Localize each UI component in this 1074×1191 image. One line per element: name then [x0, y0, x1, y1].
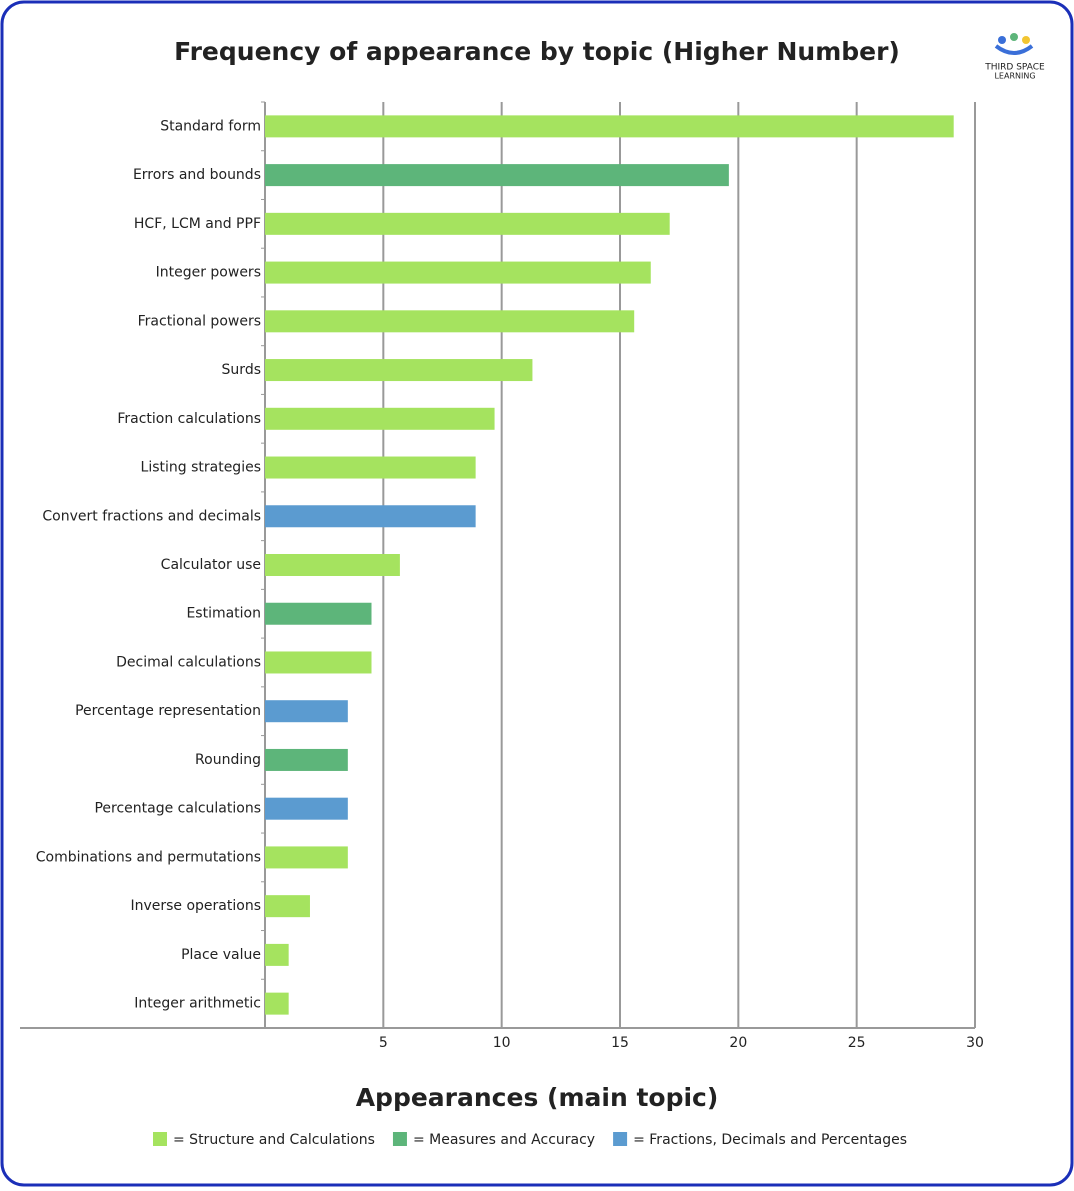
bar — [265, 261, 651, 284]
logo-text: THIRD SPACE — [984, 63, 1045, 73]
bar — [265, 943, 289, 966]
y-tick-label: Place value — [181, 947, 261, 963]
y-tick-label: Rounding — [195, 752, 261, 768]
bar — [265, 554, 400, 576]
x-tick-label: 20 — [729, 1035, 747, 1051]
y-tick-label: Listing strategies — [141, 460, 261, 476]
bar — [265, 407, 495, 430]
legend-label: = Measures and Accuracy — [413, 1132, 595, 1148]
legend-swatch — [153, 1132, 167, 1146]
bar — [265, 992, 289, 1015]
bar — [265, 456, 476, 479]
bar — [265, 700, 348, 723]
bar — [265, 846, 348, 869]
logo: THIRD SPACE LEARNING — [984, 33, 1045, 81]
bar — [265, 651, 372, 674]
y-tick-label: Inverse operations — [130, 898, 261, 914]
x-axis-title: Appearances (main topic) — [356, 1083, 719, 1112]
x-tick-label: 15 — [611, 1035, 629, 1051]
x-tick-label: 5 — [379, 1035, 388, 1051]
y-tick-label: HCF, LCM and PPF — [134, 216, 261, 232]
y-tick-label: Combinations and permutations — [36, 849, 261, 865]
legend-swatch — [613, 1132, 628, 1146]
y-tick-label: Convert fractions and decimals — [42, 508, 261, 524]
chart-title: Frequency of appearance by topic (Higher… — [174, 37, 900, 66]
bar — [265, 797, 348, 820]
y-tick-label: Surds — [222, 362, 261, 378]
bar — [265, 895, 310, 918]
bar — [265, 310, 635, 333]
legend-swatch — [392, 1132, 407, 1146]
x-tick-label: 30 — [966, 1035, 984, 1051]
y-tick-label: Fractional powers — [138, 313, 261, 329]
x-tick-label: 10 — [493, 1035, 511, 1051]
legend-label: = Fractions, Decimals and Percentages — [633, 1132, 907, 1148]
bar — [265, 602, 372, 625]
bar — [265, 212, 670, 235]
y-tick-label: Decimal calculations — [116, 654, 261, 670]
y-tick-label: Integer powers — [156, 265, 261, 281]
logo-text: LEARNING — [994, 72, 1035, 81]
y-tick-label: Standard form — [160, 118, 261, 134]
x-tick-label: 25 — [848, 1035, 866, 1051]
y-tick-label: Estimation — [186, 606, 261, 622]
bar — [265, 748, 348, 771]
y-tick-label: Percentage representation — [75, 703, 261, 719]
y-tick-label: Errors and bounds — [133, 167, 261, 183]
bar — [265, 115, 954, 138]
y-tick-label: Integer arithmetic — [134, 996, 261, 1012]
bar — [265, 164, 729, 187]
y-tick-label: Fraction calculations — [117, 411, 261, 427]
y-tick-label: Calculator use — [161, 557, 261, 573]
legend-label: = Structure and Calculations — [173, 1132, 375, 1148]
bar — [265, 505, 476, 528]
bar — [265, 359, 533, 382]
y-tick-label: Percentage calculations — [94, 801, 261, 817]
